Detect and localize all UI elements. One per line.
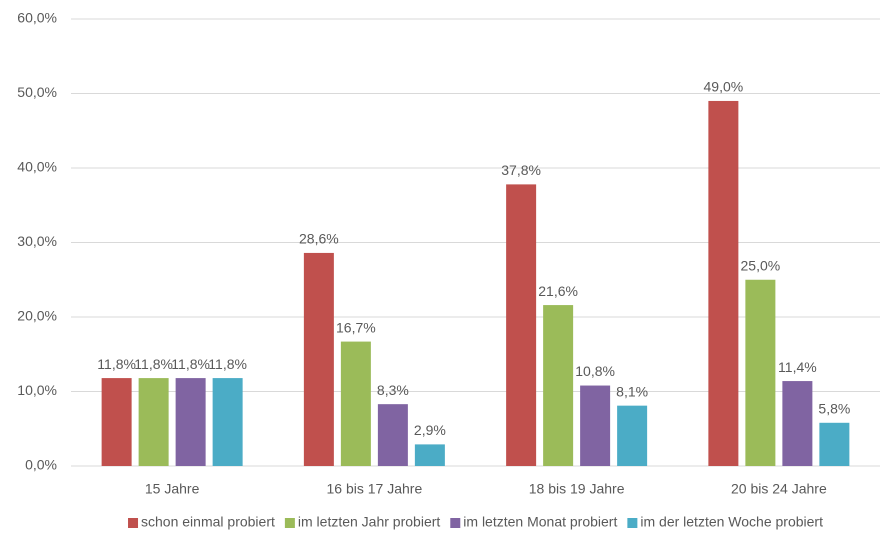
bar [708, 100, 739, 466]
bar [414, 444, 445, 466]
bar [340, 341, 371, 466]
bar [212, 378, 243, 466]
legend-label: im der letzten Woche probiert [640, 514, 823, 530]
bar [819, 422, 850, 466]
legend: schon einmal probiert im letzten Jahr pro… [128, 514, 823, 530]
bar [543, 305, 574, 466]
legend-label: schon einmal probiert [141, 514, 275, 530]
bar [506, 184, 537, 466]
bar [303, 252, 334, 466]
value-label: 5,8% [818, 400, 850, 416]
legend-swatch [627, 518, 638, 528]
bar [377, 404, 408, 466]
value-label: 25,0% [741, 257, 781, 273]
legend-swatch [450, 518, 461, 528]
y-tick-label: 30,0% [17, 233, 57, 249]
bar [138, 378, 169, 466]
value-label: 11,8% [208, 356, 247, 372]
x-tick-label: 20 bis 24 Jahre [731, 481, 827, 497]
value-label: 8,1% [616, 383, 648, 399]
bar [175, 378, 206, 466]
value-label: 2,9% [414, 422, 446, 438]
y-tick-label: 50,0% [17, 84, 57, 100]
value-label: 16,7% [336, 319, 376, 335]
value-label: 11,8% [97, 356, 136, 372]
value-label: 49,0% [704, 79, 744, 95]
value-label: 37,8% [501, 162, 541, 178]
legend-swatch [284, 518, 295, 528]
x-tick-label: 18 bis 19 Jahre [529, 481, 625, 497]
bar [745, 279, 776, 466]
value-label: 11,8% [134, 356, 173, 372]
value-label: 11,4% [778, 359, 817, 375]
y-tick-label: 0,0% [25, 457, 57, 473]
value-label: 11,8% [171, 356, 210, 372]
y-tick-label: 40,0% [17, 159, 57, 175]
bar [101, 378, 132, 466]
value-label: 8,3% [377, 382, 409, 398]
value-label: 28,6% [299, 231, 339, 247]
bar [617, 405, 648, 466]
x-tick-label: 16 bis 17 Jahre [327, 481, 423, 497]
legend-label: im letzten Jahr probiert [298, 514, 441, 530]
x-tick-label: 15 Jahre [145, 481, 200, 497]
bar [580, 385, 611, 466]
bar [782, 381, 813, 466]
legend-swatch [128, 518, 139, 528]
legend-label: im letzten Monat probiert [463, 514, 617, 530]
y-tick-label: 20,0% [17, 308, 57, 324]
y-tick-label: 10,0% [17, 382, 57, 398]
value-label: 10,8% [575, 363, 615, 379]
value-label: 21,6% [538, 283, 578, 299]
y-tick-label: 60,0% [17, 10, 57, 26]
